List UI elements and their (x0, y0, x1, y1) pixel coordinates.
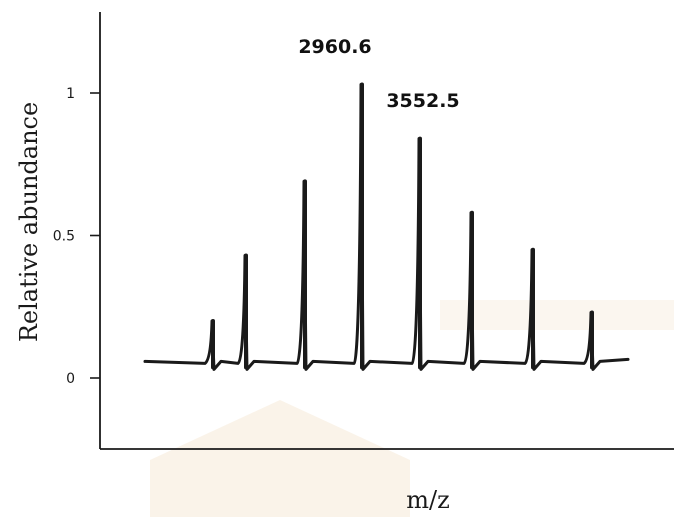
y-axis-title: Relative abundance (15, 102, 43, 342)
watermark-shape (150, 400, 410, 517)
y-ticks: 00.51 (53, 86, 100, 387)
peak-annotation: 3552.5 (386, 90, 459, 112)
axes (99, 12, 674, 450)
y-tick-label: 0.5 (53, 229, 75, 245)
y-tick-label: 0 (66, 371, 75, 387)
spectrum-series (143, 82, 630, 371)
y-tick-label: 1 (66, 86, 75, 102)
peak-annotation: 2960.6 (298, 36, 371, 58)
x-axis-title: m/z (406, 486, 450, 514)
peak-annotations: 2960.6 3552.5 (298, 36, 459, 112)
watermark (150, 300, 674, 517)
watermark-band (440, 300, 674, 330)
